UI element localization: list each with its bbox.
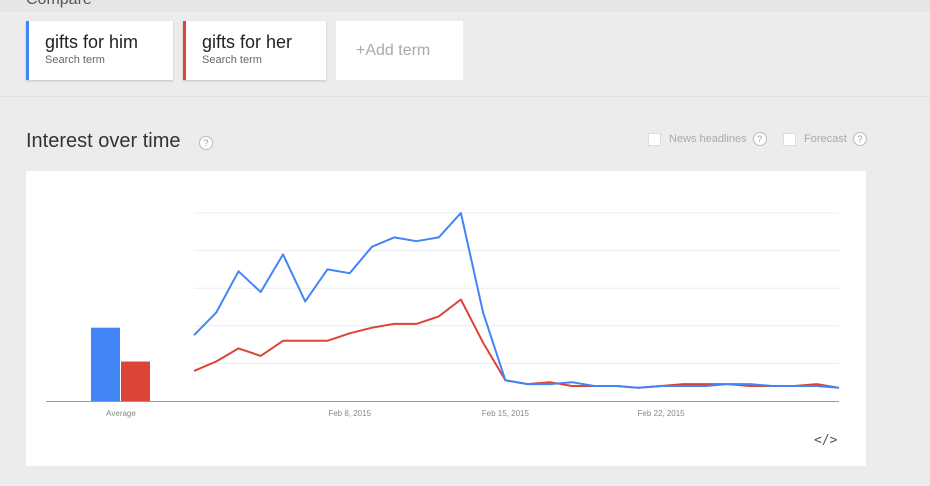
term-name[interactable]: gifts for her [202, 32, 293, 52]
x-tick-label: Feb 15, 2015 [482, 409, 530, 418]
help-icon[interactable]: ? [752, 132, 767, 146]
term-color-bar [26, 21, 29, 80]
divider [0, 96, 930, 97]
term-color-bar [183, 21, 186, 80]
top-strip: Compare [0, 0, 930, 12]
term-card-gifts-for-him[interactable]: gifts for him Search term [26, 21, 173, 80]
news-headlines-option[interactable]: News headlines ? [648, 132, 767, 146]
news-headlines-checkbox[interactable] [648, 132, 661, 146]
average-bar [121, 361, 150, 401]
forecast-label: Forecast [804, 133, 847, 145]
add-term-button[interactable]: +Add term [336, 21, 463, 80]
interest-over-time-chart: Average Feb 8, 2015 Feb 15, 2015 Feb 22, 20… [46, 212, 840, 418]
term-type: Search term [45, 54, 105, 66]
add-term-label: +Add term [356, 42, 431, 59]
chart-card: Average Feb 8, 2015 Feb 15, 2015 Feb 22, 20… [26, 171, 866, 466]
term-name[interactable]: gifts for him [45, 32, 139, 52]
help-icon[interactable]: ? [852, 132, 867, 146]
compare-title: Compare [26, 0, 92, 9]
average-bar [91, 327, 120, 401]
help-icon[interactable]: ? [199, 136, 213, 150]
series-line-gifts-for-her [193, 298, 840, 389]
term-card-gifts-for-her[interactable]: gifts for her Search term [183, 21, 326, 80]
series-line-gifts-for-him [193, 212, 840, 389]
x-tick-label: Feb 8, 2015 [328, 409, 371, 418]
embed-code-icon[interactable]: </> [814, 433, 838, 448]
x-tick-label: Feb 22, 2015 [637, 409, 685, 418]
forecast-option[interactable]: Forecast ? [783, 132, 867, 146]
average-label: Average [106, 409, 136, 418]
term-type: Search term [202, 54, 262, 66]
news-headlines-label: News headlines [669, 133, 747, 145]
section-title: Interest over time [26, 130, 181, 152]
forecast-checkbox[interactable] [783, 132, 796, 146]
